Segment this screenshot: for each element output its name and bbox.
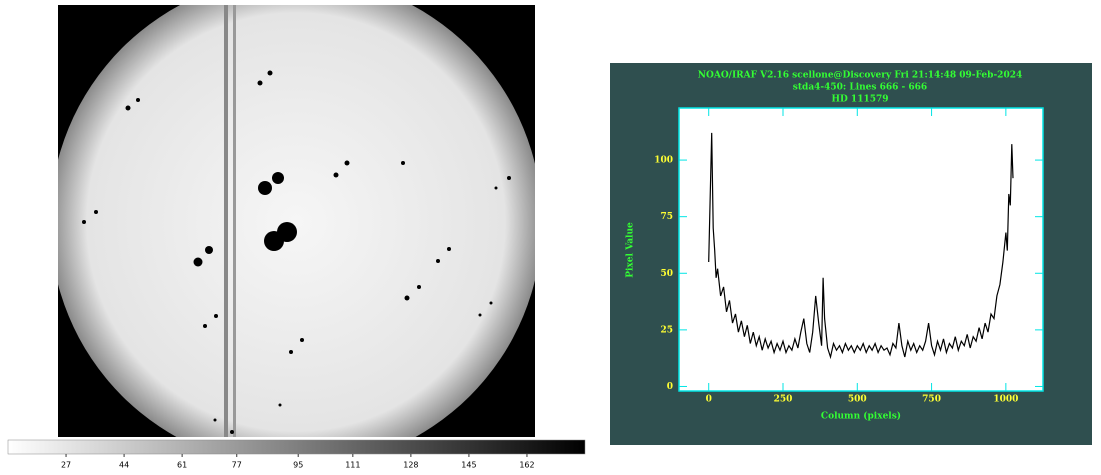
colorbar-tick-label: 95 [293,461,303,470]
x-tick-label: 1000 [993,395,1018,405]
y-tick-label: 75 [660,212,673,222]
colorbar-tick-label: 61 [177,461,187,470]
x-axis-label: Column (pixels) [821,411,901,422]
plot-area [678,107,1044,392]
y-axis-label: Pixel Value [626,222,636,278]
sky-image [58,5,535,437]
x-tick-label: 0 [706,395,712,405]
x-tick-label: 750 [922,395,941,405]
object-name: HD 111579 [831,95,888,105]
plot-title: NOAO/IRAF V2.16 scellone@Discovery Fri 2… [698,71,1022,81]
x-tick-label: 500 [848,395,867,405]
x-tick-label: 250 [774,395,793,405]
colorbar-tick-label: 44 [119,461,129,470]
data-line [708,132,1014,360]
colorbar-tick-label: 111 [345,461,360,470]
colorbar-tick-label: 77 [232,461,242,470]
colorbar-tick-label: 145 [461,461,476,470]
colorbar-tick-label: 162 [519,461,534,470]
y-tick-label: 100 [654,156,673,166]
colorbar [7,439,586,455]
y-tick-label: 0 [667,382,673,392]
colorbar-tick-label: 27 [61,461,71,470]
plot-subtitle: stda4-450: Lines 666 - 666 [793,83,927,93]
y-tick-label: 25 [660,325,673,335]
colorbar-tick-label: 128 [403,461,418,470]
y-tick-label: 50 [660,269,673,279]
